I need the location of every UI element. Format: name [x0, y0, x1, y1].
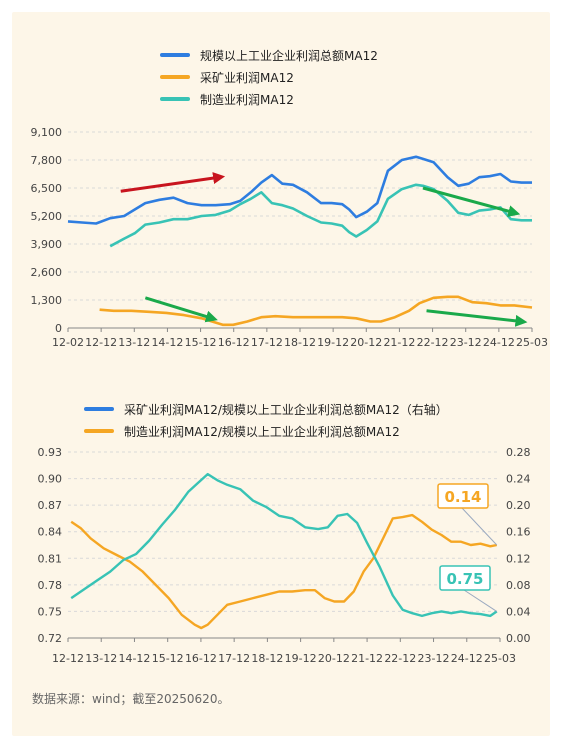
x-tick-label: 12-12 [85, 336, 117, 349]
x-tick-label: 23-12 [450, 336, 482, 349]
x-tick-label: 13-12 [118, 336, 150, 349]
y-tick-label: 2,600 [31, 266, 63, 279]
y-left-tick-label: 0.93 [38, 446, 63, 459]
x-tick-label: 17-12 [251, 336, 283, 349]
y-left-tick-label: 0.72 [38, 632, 63, 645]
y-tick-label: 7,800 [31, 154, 63, 167]
y-right-tick-label: 0.20 [506, 499, 531, 512]
x-tick-label: 18-12 [284, 336, 316, 349]
chart1-legend: 规模以上工业企业利润总额MA12 采矿业利润MA12 制造业利润MA12 [160, 44, 378, 110]
legend-label-manufacturing: 制造业利润MA12 [200, 92, 294, 107]
y-left-tick-label: 0.84 [38, 526, 63, 539]
x-tick-label: 14-12 [151, 336, 183, 349]
legend-label-total: 规模以上工业企业利润总额MA12 [200, 48, 378, 63]
callout-leader-mining [461, 507, 498, 546]
x-tick-label: 20-12 [318, 652, 350, 665]
y-right-tick-label: 0.00 [506, 632, 531, 645]
x-tick-label: 19-12 [317, 336, 349, 349]
ratio-chart: 0.93 0.28 0.90 0.24 0.87 0.20 0.84 0.16 0.81 0.12… [38, 446, 531, 665]
callout-label-mining: 0.14 [444, 488, 481, 506]
legend-swatch-total [160, 53, 190, 57]
y-tick-label: 6,500 [31, 182, 63, 195]
callout-label-manufacturing: 0.75 [446, 570, 483, 588]
callout-box-manufacturing [439, 565, 491, 591]
legend-label-manufacturing-ratio: 制造业利润MA12/规模以上工业企业利润总额MA12 [124, 424, 400, 439]
x-tick-label: 25-03 [516, 336, 548, 349]
y-right-tick-label: 0.16 [506, 526, 531, 539]
x-tick-label: 15-12 [185, 336, 217, 349]
trend-arrow-green [422, 186, 521, 217]
chart-card: 规模以上工业企业利润总额MA12 采矿业利润MA12 制造业利润MA12 采矿业… [12, 12, 550, 736]
y-tick-label: 5,200 [31, 210, 63, 223]
y-tick-label: 9,100 [31, 126, 63, 139]
x-tick-label: 22-12 [384, 652, 416, 665]
x-tick-label: 24-12 [451, 652, 483, 665]
legend-swatch-mining-ratio [84, 407, 114, 411]
y-left-tick-label: 0.81 [38, 552, 63, 565]
trend-arrow-green [426, 309, 528, 327]
legend-swatch-manufacturing [160, 97, 190, 101]
x-tick-label: 15-12 [152, 652, 184, 665]
y-tick-label: 1,300 [31, 294, 63, 307]
callout-leader-manufacturing [463, 589, 498, 612]
series-line-mining-ratio [70, 513, 498, 630]
x-tick-label: 13-12 [85, 652, 117, 665]
series-line-manufacturing [109, 183, 532, 248]
legend-item-mining: 采矿业利润MA12 [160, 66, 378, 88]
x-tick-label: 17-12 [218, 652, 250, 665]
y-left-tick-label: 0.87 [38, 499, 63, 512]
y-right-tick-label: 0.24 [506, 473, 531, 486]
x-tick-label: 25-03 [484, 652, 516, 665]
x-tick-label: 18-12 [251, 652, 283, 665]
y-left-tick-label: 0.75 [38, 605, 63, 618]
x-tick-label: 12-02 [52, 336, 84, 349]
y-right-tick-label: 0.28 [506, 446, 531, 459]
series-line-total [67, 155, 532, 225]
chart2-legend: 采矿业利润MA12/规模以上工业企业利润总额MA12（右轴） 制造业利润MA12… [84, 398, 448, 442]
callout-box-mining [437, 483, 489, 509]
y-tick-label: 3,900 [31, 238, 63, 251]
y-right-tick-label: 0.04 [506, 605, 531, 618]
y-tick-label: 0 [55, 322, 62, 335]
profit-chart: 9,100 7,800 6,500 5,200 3,900 2,600 1,300 012-0… [31, 126, 548, 349]
x-tick-label: 14-12 [118, 652, 150, 665]
x-tick-label: 16-12 [218, 336, 250, 349]
legend-label-mining-ratio: 采矿业利润MA12/规模以上工业企业利润总额MA12（右轴） [124, 402, 448, 417]
x-tick-label: 12-12 [52, 652, 84, 665]
trend-arrow-green [144, 296, 218, 323]
series-line-manufacturing-ratio [70, 472, 498, 618]
legend-item-total: 规模以上工业企业利润总额MA12 [160, 44, 378, 66]
x-tick-label: 16-12 [185, 652, 217, 665]
x-tick-label: 22-12 [417, 336, 449, 349]
x-tick-label: 20-12 [350, 336, 382, 349]
y-left-tick-label: 0.90 [38, 473, 63, 486]
legend-item-manufacturing: 制造业利润MA12 [160, 88, 378, 110]
y-left-tick-label: 0.78 [38, 579, 63, 592]
x-tick-label: 23-12 [418, 652, 450, 665]
x-tick-label: 21-12 [351, 652, 383, 665]
x-tick-label: 19-12 [285, 652, 317, 665]
legend-item-mining-ratio: 采矿业利润MA12/规模以上工业企业利润总额MA12（右轴） [84, 398, 448, 420]
y-right-tick-label: 0.12 [506, 552, 531, 565]
x-tick-label: 24-12 [483, 336, 515, 349]
legend-item-manufacturing-ratio: 制造业利润MA12/规模以上工业企业利润总额MA12 [84, 420, 448, 442]
data-source-note: 数据来源：wind；截至20250620。 [32, 692, 230, 706]
legend-label-mining: 采矿业利润MA12 [200, 70, 294, 85]
series-line-mining [99, 295, 533, 327]
trend-arrow-red [120, 172, 226, 193]
y-right-tick-label: 0.08 [506, 579, 531, 592]
legend-swatch-manufacturing-ratio [84, 429, 114, 433]
legend-swatch-mining [160, 75, 190, 79]
x-tick-label: 21-12 [383, 336, 415, 349]
